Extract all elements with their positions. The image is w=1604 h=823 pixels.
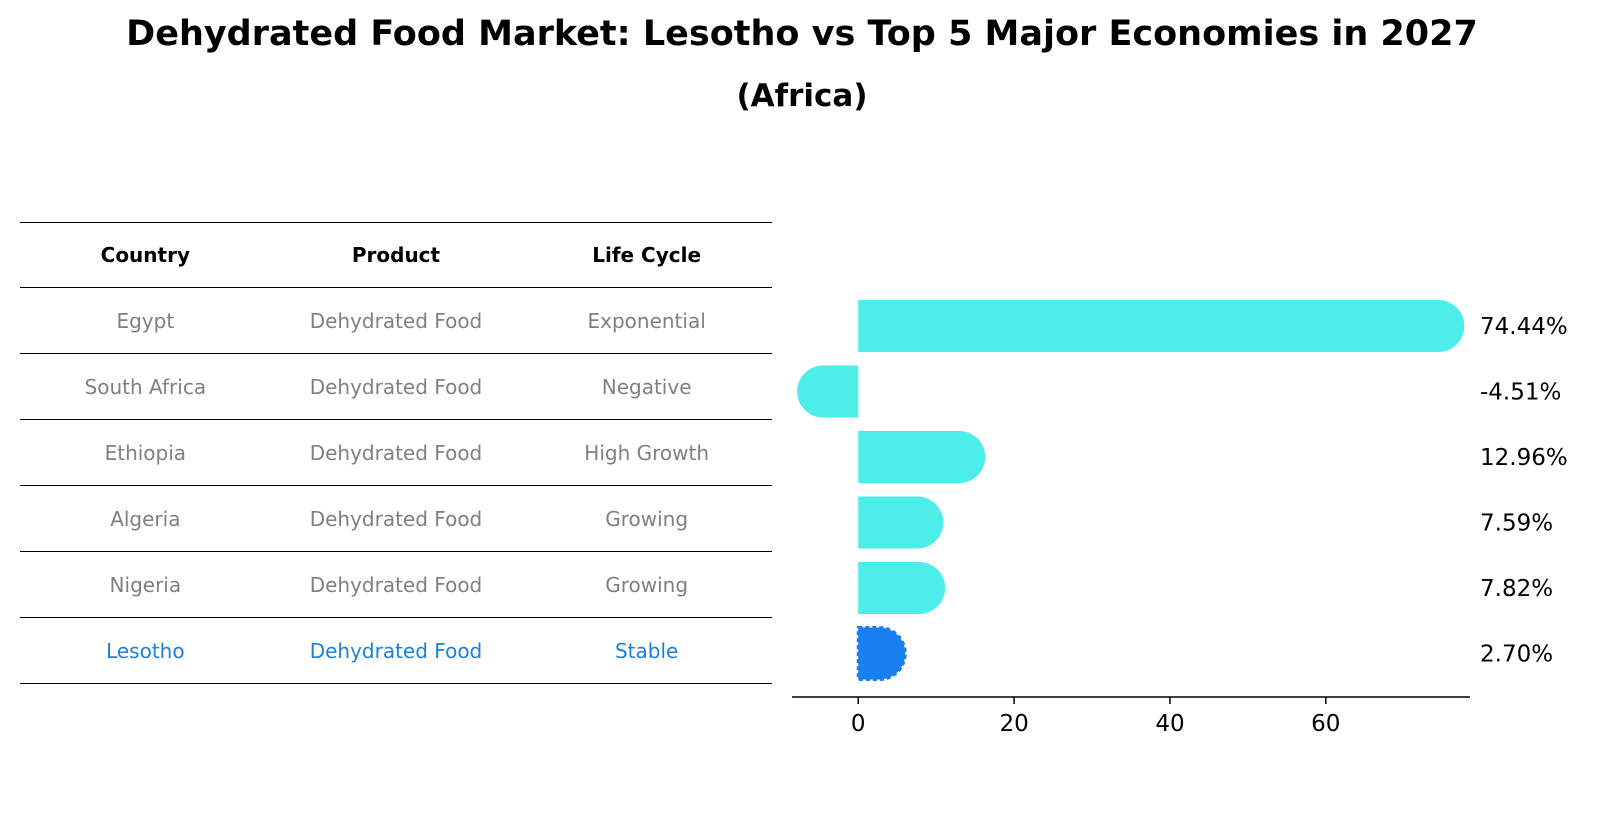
value-label: 74.44% <box>1480 314 1568 340</box>
cell-life-cycle: Exponential <box>587 308 706 333</box>
bar-egypt <box>858 300 1465 352</box>
value-label: 2.70% <box>1480 642 1553 668</box>
x-tick-label: 40 <box>1155 711 1184 737</box>
cell-product: Dehydrated Food <box>309 506 483 531</box>
table-row: Egypt Dehydrated Food Exponential <box>20 288 772 354</box>
cell-product: Dehydrated Food <box>309 638 483 663</box>
cell-country: Nigeria <box>109 572 182 597</box>
cell-product: Dehydrated Food <box>309 374 483 399</box>
cell-country: South Africa <box>84 374 207 399</box>
value-label: 12.96% <box>1480 445 1568 471</box>
x-tick-label: 20 <box>999 711 1028 737</box>
cell-life-cycle: Growing <box>605 506 689 531</box>
header-life-cycle: Life Cycle <box>592 243 702 267</box>
cell-country: Lesotho <box>106 638 185 663</box>
table-row: Algeria Dehydrated Food Growing <box>20 486 772 552</box>
bar-south-africa <box>797 365 859 418</box>
cell-life-cycle: Growing <box>605 572 689 597</box>
cell-country: Algeria <box>110 506 181 531</box>
bar-algeria <box>858 496 944 549</box>
header-product: Product <box>351 243 441 267</box>
table-header-row: Country Product Life Cycle <box>20 222 772 288</box>
value-label: 7.59% <box>1480 511 1553 537</box>
cell-life-cycle: Stable <box>614 638 679 663</box>
x-tick-label: 60 <box>1311 711 1340 737</box>
table-row: Nigeria Dehydrated Food Growing <box>20 552 772 618</box>
value-label: -4.51% <box>1480 380 1561 406</box>
chart-subtitle: (Africa) <box>736 78 868 114</box>
cell-country: Ethiopia <box>104 440 187 465</box>
cell-product: Dehydrated Food <box>309 572 483 597</box>
table-row-highlight: Lesotho Dehydrated Food Stable <box>20 618 772 684</box>
value-labels-group: 74.44% -4.51% 12.96% 7.59% 7.82% 2.70% <box>1480 314 1568 668</box>
chart-title: Dehydrated Food Market: Lesotho vs Top 5… <box>126 14 1478 54</box>
cell-life-cycle: High Growth <box>584 440 709 465</box>
table-row: Ethiopia Dehydrated Food High Growth <box>20 420 772 486</box>
bar-lesotho <box>856 626 907 681</box>
header-country: Country <box>100 243 190 267</box>
x-tick-label: 0 <box>851 711 866 737</box>
bars-group <box>797 300 1465 681</box>
cell-life-cycle: Negative <box>601 374 692 399</box>
value-label: 7.82% <box>1480 576 1553 602</box>
bar-nigeria <box>858 562 946 614</box>
bar-ethiopia <box>858 431 986 483</box>
x-ticks-group: 0 20 40 60 <box>851 697 1340 737</box>
cell-product: Dehydrated Food <box>309 308 483 333</box>
data-table: Country Product Life Cycle Egypt Dehydra… <box>20 222 772 684</box>
table-row: South Africa Dehydrated Food Negative <box>20 354 772 420</box>
cell-country: Egypt <box>116 308 175 333</box>
cell-product: Dehydrated Food <box>309 440 483 465</box>
